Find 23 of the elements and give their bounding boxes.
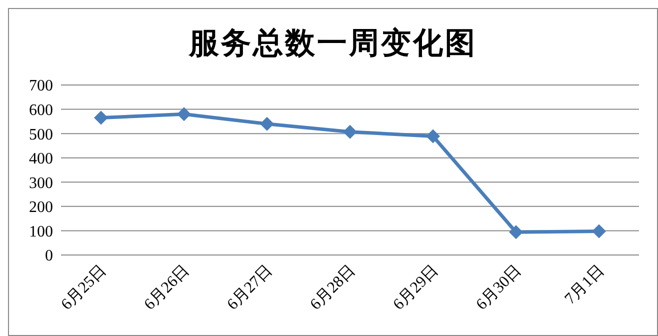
point xyxy=(177,107,191,122)
chart-title: 服务总数一周变化图 xyxy=(188,25,478,63)
point xyxy=(592,224,606,238)
y-tick-label: 100 xyxy=(29,223,53,240)
y-tick-label: 200 xyxy=(29,199,53,216)
y-tick-label: 300 xyxy=(29,174,53,192)
y-tick-label: 0 xyxy=(45,248,53,265)
point xyxy=(343,124,357,139)
x-tick-label: 6月29日 xyxy=(390,262,442,314)
point xyxy=(509,225,523,240)
y-tick-label: 500 xyxy=(29,126,53,144)
point xyxy=(260,116,274,131)
y-tick-label: 700 xyxy=(29,78,53,95)
x-tick-label: 6月25日 xyxy=(58,262,110,314)
y-tick-label: 400 xyxy=(29,150,53,168)
x-tick-label: 6月26日 xyxy=(141,262,193,314)
point xyxy=(94,110,108,125)
x-tick-label: 7月1日 xyxy=(562,262,608,308)
point xyxy=(426,129,440,144)
y-tick-label: 600 xyxy=(29,102,53,119)
x-tick-label: 6月27日 xyxy=(224,262,276,314)
x-tick-label: 6月28日 xyxy=(307,262,359,314)
x-tick-label: 6月30日 xyxy=(473,262,525,314)
